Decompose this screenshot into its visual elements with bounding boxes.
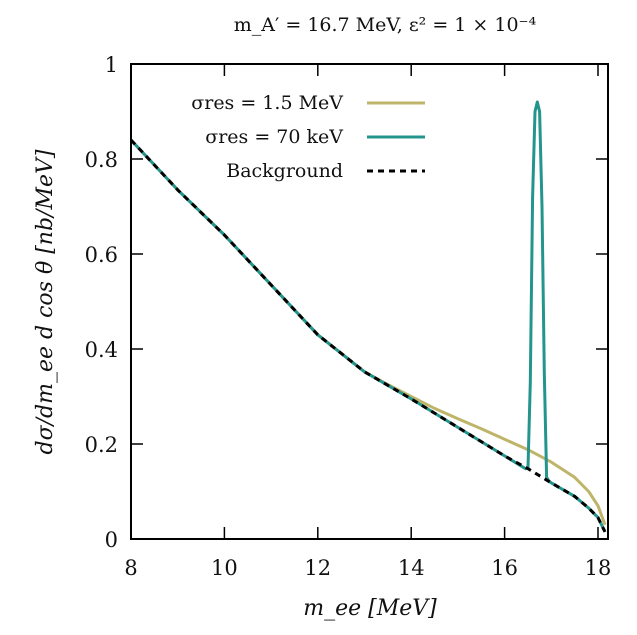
legend-label: σres = 1.5 MeV <box>191 92 343 114</box>
y-axis-label: dσ/dm_ee d cos θ [nb/MeV] <box>33 149 58 454</box>
chart-title: m_A′ = 16.7 MeV, ε² = 1 × 10⁻⁴ <box>234 14 537 36</box>
y-tick-label: 0.4 <box>85 338 118 362</box>
ticks-layer: 8 10 12 14 16 18 0 0.2 0.4 0.6 0.8 1 <box>85 53 612 580</box>
plot-frame <box>130 63 609 540</box>
y-tick-label: 0.2 <box>85 433 118 457</box>
series-layer <box>129 100 607 533</box>
y-tick-label: 1 <box>105 53 118 77</box>
y-tick-label: 0.8 <box>85 148 118 172</box>
legend: σres = 1.5 MeV σres = 70 keV Background <box>191 92 425 182</box>
x-axis-label: m_ee [MeV] <box>303 596 437 621</box>
x-tick-label: 14 <box>398 556 425 580</box>
x-tick-label: 12 <box>304 556 331 580</box>
x-tick-label: 16 <box>491 556 518 580</box>
series-line-2 <box>129 138 607 533</box>
legend-label: Background <box>226 160 343 182</box>
y-tick-label: 0.6 <box>85 243 118 267</box>
series-line-1 <box>129 100 607 533</box>
x-tick-label: 18 <box>585 556 612 580</box>
legend-label: σres = 70 keV <box>205 126 343 148</box>
y-tick-label: 0 <box>105 528 118 552</box>
x-tick-label: 8 <box>124 556 137 580</box>
x-tick-label: 10 <box>211 556 238 580</box>
